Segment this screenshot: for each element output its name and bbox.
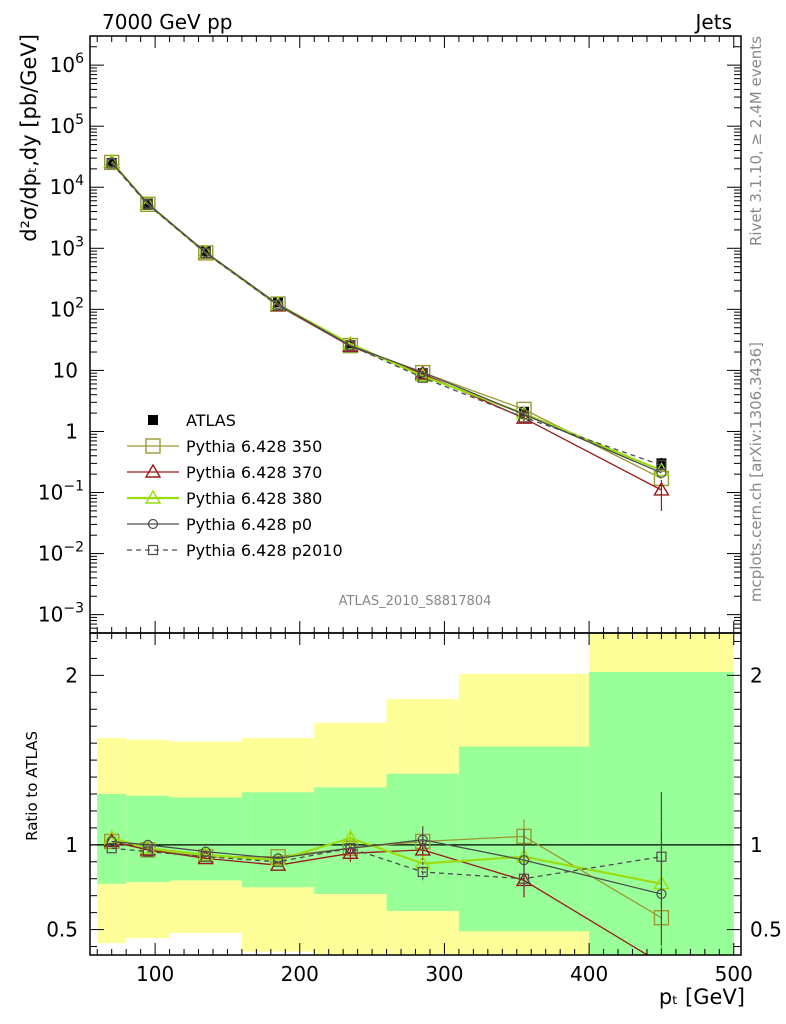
header-left: 7000 GeV pp <box>102 10 233 34</box>
band-inner <box>126 795 170 883</box>
marker-open-triangle <box>269 851 287 866</box>
y-tick-label: 10 <box>53 358 78 382</box>
x-tick-label: 400 <box>570 962 608 986</box>
marker-open-circle <box>656 467 667 478</box>
marker-open-square <box>106 843 117 854</box>
marker-open-triangle <box>342 829 359 844</box>
marker-open-square <box>345 340 356 351</box>
legend-label: Pythia 6.428 370 <box>186 463 322 482</box>
ratio-y-tick-label-right: 0.5 <box>750 918 782 942</box>
y-tick-label: 10−2 <box>38 540 84 566</box>
x-tick-label: 300 <box>425 962 463 986</box>
y-tick-label: 10−3 <box>38 601 84 627</box>
y-tick-label: 103 <box>50 234 84 260</box>
y-tick-label: 104 <box>50 173 84 199</box>
band-inner <box>169 797 242 881</box>
legend-label: ATLAS <box>186 411 236 430</box>
main-series <box>103 153 670 511</box>
marker-open-square <box>417 866 428 878</box>
x-tick-label: 200 <box>281 962 319 986</box>
marker-open-square <box>345 843 356 854</box>
marker-open-circle <box>106 836 117 847</box>
series-line <box>111 161 662 474</box>
marker-open-square <box>656 460 667 471</box>
marker-open-square <box>145 438 161 454</box>
series-line <box>111 163 662 466</box>
y-tick-label: 106 <box>50 51 84 77</box>
marker-open-square <box>272 300 284 311</box>
series-sp2010 <box>106 158 667 471</box>
ratio-y-tick-label: 1 <box>65 833 78 857</box>
series-s350 <box>103 154 670 487</box>
legend-label: Pythia 6.428 380 <box>186 489 322 508</box>
marker-open-triangle <box>197 850 214 865</box>
marker-open-square <box>106 158 117 169</box>
marker-open-triangle <box>269 856 287 871</box>
marker-open-triangle <box>144 489 162 504</box>
marker-open-triangle <box>144 463 162 478</box>
marker-open-square <box>656 851 667 862</box>
y-tick-label: 1 <box>65 419 78 443</box>
marker-open-square <box>417 372 428 383</box>
y-tick-label: 10−1 <box>38 479 84 505</box>
band-inner <box>241 792 315 888</box>
error-bands <box>97 633 734 955</box>
marker-open-triangle <box>414 841 431 856</box>
x-tick-label: 100 <box>136 962 174 986</box>
ratio-y-tick-label-right: 2 <box>750 663 763 687</box>
series-line <box>111 840 649 955</box>
ratio-y-tick-label-right: 1 <box>750 833 763 857</box>
header-right: Jets <box>694 10 732 34</box>
y-tick-label: 105 <box>50 112 84 138</box>
marker-filled-square <box>148 415 158 425</box>
series-line <box>111 839 662 895</box>
series-s370 <box>103 154 670 511</box>
marker-open-circle <box>417 367 428 378</box>
ratio-y-tick-label: 0.5 <box>46 918 78 942</box>
marker-open-square <box>272 856 284 867</box>
x-tick-label: 500 <box>715 962 753 986</box>
marker-open-square <box>200 851 211 862</box>
legend-label: Pythia 6.428 p0 <box>186 515 312 534</box>
ratio-xlabel: pₜ [GeV] <box>659 985 745 1009</box>
marker-open-square <box>270 849 286 865</box>
marker-open-circle <box>147 518 159 530</box>
y-tick-label: 102 <box>50 295 84 321</box>
marker-open-square <box>142 846 153 857</box>
series-line <box>111 847 662 880</box>
marker-open-circle <box>518 854 530 866</box>
axes: 100 200 300 400 500 10−3 10−2 10−1 1 10 102 103 104 1… <box>38 35 782 986</box>
marker-open-square <box>147 544 159 556</box>
series-line <box>111 836 662 885</box>
marker-filled-square <box>200 246 211 257</box>
side-label-bottom: mcplots.cern.ch [arXiv:1306.3436] <box>747 342 765 602</box>
main-ylabel: d²σ/dpₜ,dy [pb/GeV] <box>17 34 41 242</box>
marker-open-square <box>142 199 153 210</box>
marker-open-square <box>518 412 530 423</box>
marker-open-triangle <box>653 481 670 496</box>
legend-label: Pythia 6.428 p2010 <box>186 541 343 560</box>
side-label-top: Rivet 3.1.10, ≥ 2.4M events <box>747 36 765 246</box>
marker-open-circle <box>417 834 428 845</box>
ratio-ylabel: Ratio to ATLAS <box>23 731 41 841</box>
series-line <box>111 161 662 479</box>
ratio-y-tick-label: 2 <box>65 663 78 687</box>
series-sp2010 <box>106 792 667 908</box>
marker-open-triangle <box>103 829 120 844</box>
legend: ATLAS Pythia 6.428 350 Pythia 6.428 370 Pyt… <box>127 411 343 560</box>
marker-filled-square <box>273 297 284 308</box>
ratio-series <box>103 792 670 955</box>
analysis-label: ATLAS_2010_S8817804 <box>339 594 492 609</box>
marker-open-square <box>518 873 530 884</box>
legend-label: Pythia 6.428 350 <box>186 437 322 456</box>
marker-open-circle <box>142 839 153 850</box>
marker-open-square <box>200 247 211 259</box>
